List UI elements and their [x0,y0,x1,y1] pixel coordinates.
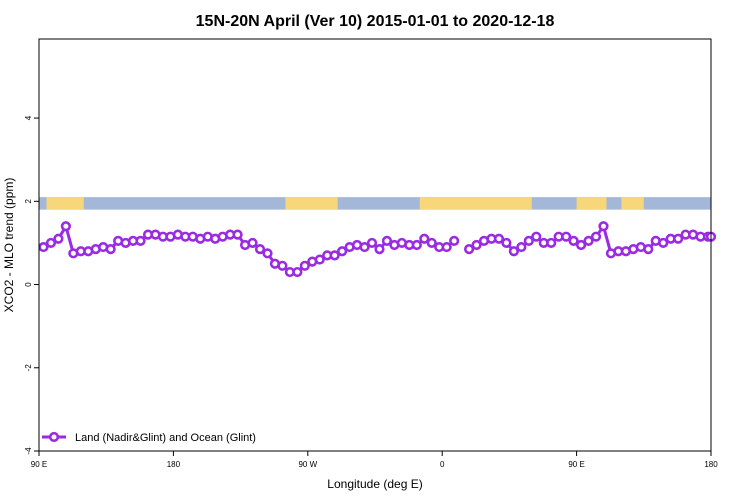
land-segment [576,197,607,210]
data-point [38,241,49,253]
data-point [232,229,243,240]
data-point [292,266,303,278]
data-point [546,237,557,249]
legend-label: Land (Nadir&Glint) and Ocean (Glint) [75,432,256,444]
y-tick-label: 0 [24,282,33,287]
data-point [658,237,669,249]
data-point [60,221,71,232]
data-point [441,241,452,253]
data-point [374,244,385,255]
data-point [359,241,370,253]
data-point [135,235,146,246]
data-point [598,221,609,232]
plot-frame [38,38,712,452]
data-point [508,246,519,257]
legend-marker [48,431,60,443]
data-point [590,231,602,242]
data-point [523,235,534,246]
data-point [575,239,587,251]
land-ocean-band [39,197,711,210]
data-point [501,237,512,249]
data-point [247,237,258,249]
data-point [493,233,505,244]
y-axis-label: XCO2 - MLO trend (ppm) [2,178,16,313]
land-segment [419,197,532,210]
data-point [411,239,422,251]
data-point [329,250,340,261]
x-tick-label: 180 [704,460,718,469]
chart-title: 15N-20N April (Ver 10) 2015-01-01 to 202… [196,13,555,30]
data-point [45,237,57,249]
data-point [299,260,310,271]
data-point [643,244,654,255]
series-points [38,221,717,278]
data-point [471,239,482,251]
data-point [673,233,684,244]
x-tick-label: 0 [440,460,445,469]
data-point [105,244,116,255]
data-point [583,235,594,246]
data-point [561,231,572,242]
data-point [419,233,430,244]
x-axis: 90 E 180 90 W 0 90 E 180 [31,451,718,469]
ocean-band [39,197,711,210]
data-point [254,244,266,255]
x-tick-label: 180 [167,460,181,469]
x-tick-label: 90 E [31,460,47,469]
data-point [277,260,288,271]
land-segment [621,197,644,210]
data-point [366,237,378,249]
legend: Land (Nadir&Glint) and Ocean (Glint) [42,431,256,444]
data-point [516,241,527,253]
y-tick-label: -4 [24,447,33,455]
data-point [53,233,64,244]
data-point [337,246,348,257]
data-point [568,235,579,246]
x-tick-label: 90 W [298,460,317,469]
data-point [449,235,460,246]
data-point [531,231,542,242]
data-point [426,237,437,249]
y-axis: -4 -2 0 2 4 [24,115,39,455]
y-tick-label: 4 [24,115,33,120]
land-segment [285,197,338,210]
data-point [463,244,475,255]
data-point [314,254,325,265]
y-tick-label: 2 [24,199,33,204]
land-segment [46,197,84,210]
x-tick-label: 90 E [568,460,584,469]
data-point [381,235,393,246]
data-point [262,248,273,259]
x-axis-label: Longitude (deg E) [327,477,422,491]
y-tick-label: -2 [24,364,33,372]
